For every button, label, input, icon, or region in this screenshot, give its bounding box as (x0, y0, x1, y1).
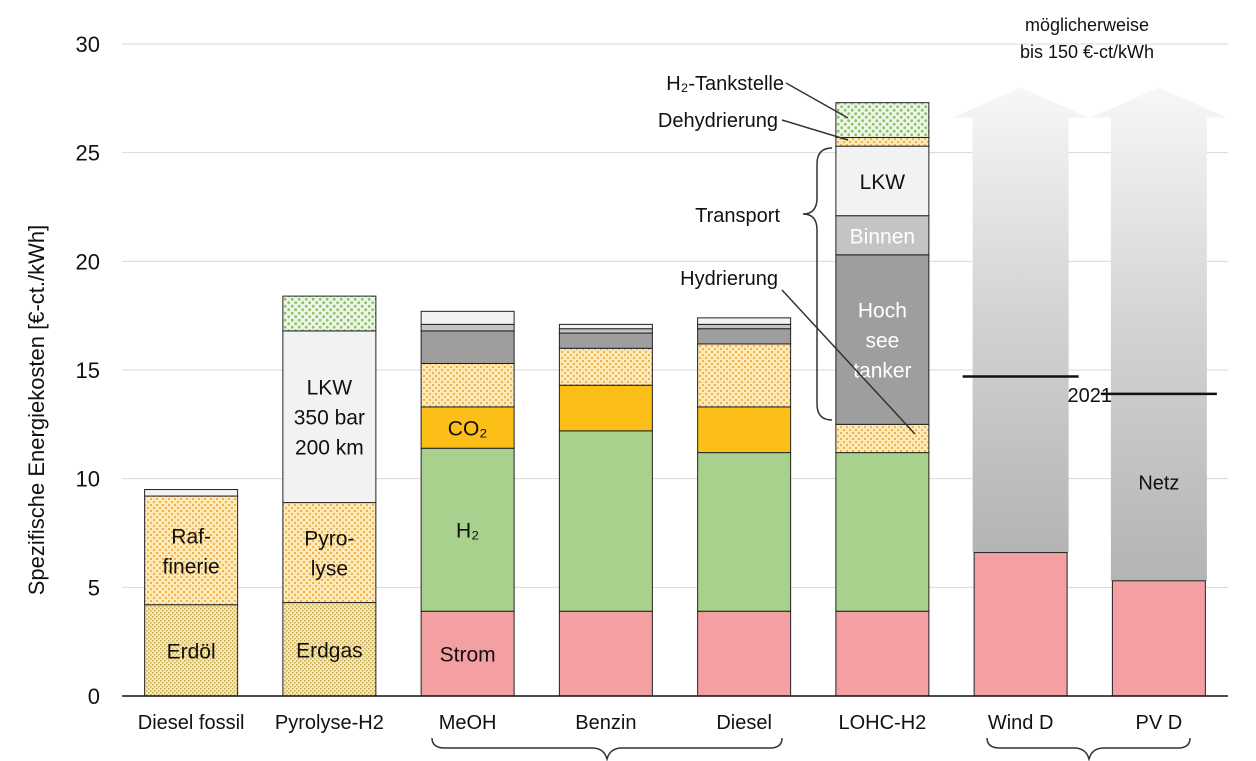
x-tick-label: Diesel fossil (138, 712, 245, 734)
x-tick-label: Pyrolyse-H2 (275, 712, 384, 734)
segment-label-pyrolyse-h2-erdgas: Erdgas (296, 639, 363, 662)
segment-label-meoh-strom: Strom (440, 644, 496, 667)
bar-segment-lohc-h2-h2-tankstelle (835, 102, 930, 138)
bar-segment-diesel-lkw (697, 317, 792, 325)
annotation-dehydrierung: Dehydrierung (658, 110, 778, 132)
annotation-year-2021: 2021 (1068, 385, 1113, 407)
y-tick-label: 20 (76, 249, 100, 274)
annotation-netz: Netz (1138, 473, 1179, 495)
segment-label-meoh-h2: H₂ (456, 520, 479, 543)
annotation-hydrierung: Hydrierung (680, 268, 778, 290)
arrow-pv-d (1090, 87, 1227, 581)
arrow-wind-d (952, 87, 1089, 553)
bar-segment-meoh-synthese (420, 362, 515, 408)
y-tick-label: 30 (76, 32, 100, 57)
bar-segment-diesel-fossil-raffinerie (144, 495, 239, 606)
bar-segment-pv-d-strom (1111, 580, 1206, 697)
x-tick-label: LOHC-H2 (838, 712, 926, 734)
leader-hydrierung (781, 289, 916, 435)
bar-segment-lohc-h2-strom (835, 610, 930, 697)
bar-segment-lohc-h2-h2 (835, 452, 930, 612)
y-tick-label: 15 (76, 358, 100, 383)
bars: Erdöl Raf-finerie Erdgas Pyro-lyse LKW 350 ba… (144, 102, 1206, 697)
annotation-h2-tankstelle: H₂-Tankstelle (666, 73, 784, 95)
segment-label-lohc-h2-hochseetanker: Hoch (858, 300, 907, 323)
bar-segment-pyrolyse-h2-h2-tankstelle (282, 295, 377, 332)
brace-synthetic-fuels (431, 737, 783, 761)
leader-h2-tankstelle (785, 82, 849, 119)
x-tick-label: MeOH (439, 712, 497, 734)
segment-label-lohc-h2-hochseetanker: see (865, 330, 899, 353)
bar-segment-lohc-h2-dehydrierung (835, 136, 930, 147)
segment-label-pyrolyse-h2-lkw: 350 bar (294, 407, 365, 430)
segment-label-lohc-h2-lkw: LKW (860, 171, 906, 194)
y-tick-label: 5 (88, 575, 100, 600)
segment-label-pyrolyse-h2-lkw: LKW (307, 377, 353, 400)
bar-segment-diesel-strom (697, 610, 792, 697)
bar-segment-wind-d-strom (973, 552, 1068, 697)
segment-label-meoh-co2: CO₂ (448, 418, 488, 441)
bar-segment-benzin-binnen (558, 328, 653, 334)
bar-segment-diesel-hochseetanker (697, 328, 792, 345)
bar-segment-meoh-h2 (420, 447, 515, 612)
y-axis-ticks: 0 5 10 15 20 25 30 (76, 32, 100, 709)
bar-segment-diesel-co2 (697, 406, 792, 454)
annotation-top-line2: bis 150 €-ct/kWh (1020, 42, 1154, 62)
segment-label-pyrolyse-h2-pyrolyse: Pyro- (304, 528, 354, 551)
bar-segment-lohc-h2-binnen (835, 215, 930, 256)
bar-segment-lohc-h2-hochseetanker (835, 254, 930, 425)
brace-electricity (986, 737, 1191, 761)
bar-segment-benzin-hochseetanker (558, 332, 653, 349)
annotation-top-line1: möglicherweise (1025, 15, 1149, 35)
y-axis-label: Spezifische Energiekosten [€-ct./kWh] (24, 225, 49, 596)
bar-segment-benzin-co2 (558, 384, 653, 432)
y-tick-label: 0 (88, 684, 100, 709)
bar-segment-benzin-strom (558, 610, 653, 697)
x-tick-label: Wind D (988, 712, 1054, 734)
annotation-transport: Transport (695, 205, 780, 227)
bar-segment-meoh-lkw (420, 310, 515, 325)
bar-segment-benzin-lkw (558, 323, 653, 330)
bar-segment-diesel-fossil-tankstelle (144, 489, 239, 497)
bar-segment-benzin-synthese (558, 347, 653, 386)
brace-transport (802, 147, 833, 421)
bar-segment-meoh-hochseetanker (420, 330, 515, 364)
bar-segment-meoh-binnen (420, 323, 515, 332)
x-axis-ticks: Diesel fossil Pyrolyse-H2 MeOH Benzin Diesel… (138, 712, 1182, 734)
bar-segment-meoh-strom (420, 610, 515, 697)
bar-segment-benzin-h2 (558, 430, 653, 612)
x-tick-label: PV D (1136, 712, 1183, 734)
y-tick-label: 10 (76, 467, 100, 492)
leader-dehydrierung (781, 119, 849, 141)
segment-label-diesel-fossil-raffinerie: Raf- (171, 525, 211, 548)
segment-label-diesel-fossil-erdoel: Erdöl (167, 640, 216, 663)
bar-segment-pyrolyse-h2-erdgas (282, 602, 377, 697)
segment-label-lohc-h2-binnen: Binnen (850, 225, 915, 248)
segment-label-lohc-h2-hochseetanker: tanker (853, 360, 911, 383)
y-tick-label: 25 (76, 141, 100, 166)
cost-arrows (952, 87, 1227, 581)
bar-segment-diesel-h2 (697, 452, 792, 612)
segment-label-pyrolyse-h2-lkw: 200 km (295, 437, 364, 460)
bar-segment-pyrolyse-h2-pyrolyse (282, 502, 377, 604)
bar-segment-lohc-h2-lkw (835, 145, 930, 217)
x-tick-label: Benzin (575, 712, 636, 734)
bar-segment-diesel-binnen (697, 323, 792, 330)
segment-label-pyrolyse-h2-pyrolyse: lyse (311, 558, 348, 581)
bar-segment-diesel-synthese (697, 343, 792, 408)
bar-segment-lohc-h2-hydrierung (835, 423, 930, 454)
bar-segment-meoh-co2 (420, 406, 515, 449)
segment-label-diesel-fossil-raffinerie: finerie (163, 555, 220, 578)
x-tick-label: Diesel (716, 712, 772, 734)
